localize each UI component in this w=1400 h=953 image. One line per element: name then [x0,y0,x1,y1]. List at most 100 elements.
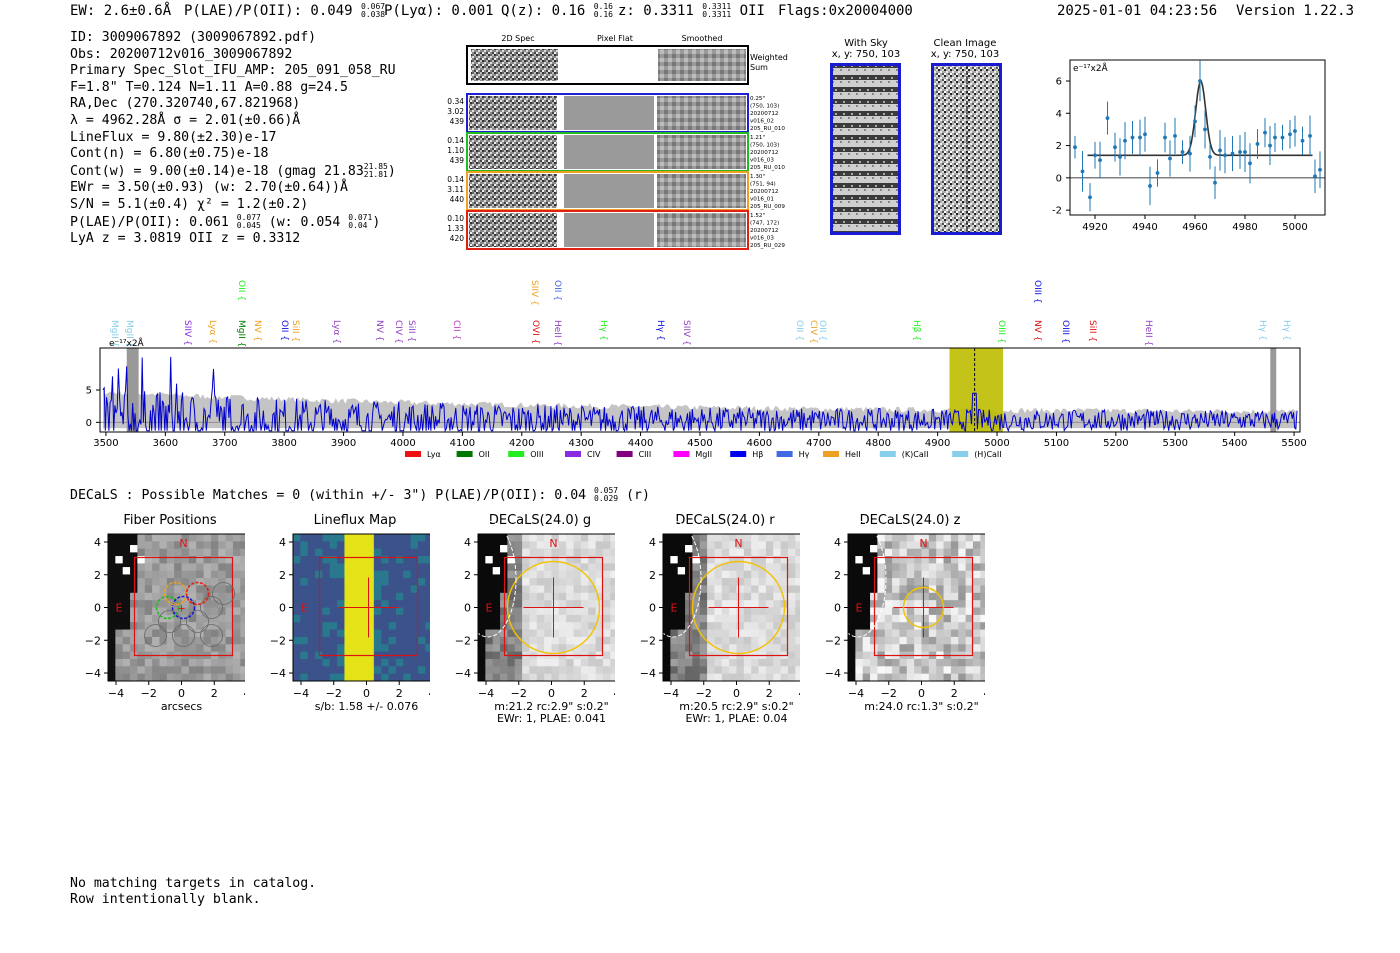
panel-pixel [773,556,782,564]
panel-pixel [773,570,782,579]
panel-pixel [507,600,516,608]
panel-pixel [906,534,915,542]
panel-pixel [196,658,205,667]
panel-pixel [707,600,715,608]
panel-pixel [152,636,160,645]
panel-pixel [892,563,900,572]
fit-xtick-label: 5000 [1282,222,1307,233]
panel-pixel [751,592,760,601]
panel-pixel [174,592,182,601]
panel-pixel [892,666,900,675]
panel-xtick-label: −4 [293,687,309,700]
panel-pixel [743,570,752,579]
panel-pixel [610,622,615,631]
panel-pixel [670,651,679,660]
panel-pixel [188,592,197,601]
panel-pixel [914,563,922,572]
panel-pixel [122,585,131,594]
panel-pixel [663,563,671,572]
panel-pixel [181,556,190,564]
north-label: N [734,537,742,550]
panel-pixel [787,585,796,594]
panel-pixel [232,548,241,557]
panel-pixel [240,644,245,653]
panel-pixel [152,644,160,653]
panel-pixel [602,666,611,675]
panel-pixel [721,673,730,681]
panel-pixel [773,592,782,601]
panel-pixel [677,541,686,550]
panel-pixel [884,585,893,594]
fit-data-point [1155,171,1160,175]
panel-pixel [478,541,486,550]
catalog-footer: No matching targets in catalog. Row inte… [70,876,316,907]
lineflux-pixel [293,534,301,542]
fit-data-point [1203,127,1207,132]
panel-pixel [188,578,197,586]
panel-pixel [566,592,575,601]
panel-pixel [736,556,745,564]
panel-pixel [663,570,671,579]
panel-pixel [965,578,974,586]
panel-pixel [765,607,774,616]
lineflux-pixel [293,629,301,638]
lineflux-pixel [351,578,360,586]
panel-pixel [544,548,552,557]
lineflux-pixel [300,556,309,564]
panel-pixel [536,636,545,645]
lineflux-pixel [373,534,382,542]
panel-pixel [174,578,182,586]
panel-pixel [610,548,615,557]
panel-pixel [210,541,219,550]
panel-pixel [787,570,796,579]
panel-pixel [736,600,745,608]
panel-pixel [906,673,915,681]
panel-pixel [558,548,567,557]
panel-pixel [485,548,494,557]
panel-pixel [166,578,175,586]
panel-pixel [225,563,234,572]
panel-pixel [166,622,175,631]
fiber-circle-gray [158,610,181,633]
panel-pixel [544,541,552,550]
panel-pixel [602,600,611,608]
panel-pixel [936,673,945,681]
panel-pixel [529,592,538,601]
panel-pixel [137,666,146,675]
panel-pixel [137,636,146,645]
panel-pixel [122,548,131,557]
panel-pixel [144,548,153,557]
panel-pixel [855,629,864,638]
panel-pixel [152,548,160,557]
panel-pixel [980,651,985,660]
lineflux-pixel [315,673,323,681]
panel-pixel [670,578,679,586]
panel-pixel [848,585,856,594]
panel-pixel [152,592,160,601]
spec-xtick-label: 4700 [806,438,831,449]
panel-pixel [122,622,131,631]
panel-pixel [921,629,930,638]
panel-pixel [159,570,168,579]
panel-pixel [677,629,686,638]
panel-pixel [610,607,615,616]
legend-label: (K)CaII [902,450,929,459]
panel-pixel [203,563,212,572]
panel-ytick-label: −4 [825,667,841,680]
panel-pixel [240,651,245,660]
panel-pixel [130,534,138,542]
lineflux-pixel [293,607,301,616]
legend-swatch [776,451,793,457]
contw-value: Cont(w) = 9.00(±0.14)e-18 (gmag 21.83 [70,163,364,179]
panel-pixel [159,614,168,623]
lineflux-pixel [388,629,397,638]
panel-pixel [152,541,160,550]
panel-pixel [522,592,530,601]
saturated-pixel [855,556,863,564]
panel-pixel [892,534,900,542]
lineflux-pixel [410,658,419,667]
lineflux-pixel [359,585,367,594]
panel-pixel [677,636,686,645]
panel-pixel [536,673,545,681]
panel-pixel [936,644,945,653]
